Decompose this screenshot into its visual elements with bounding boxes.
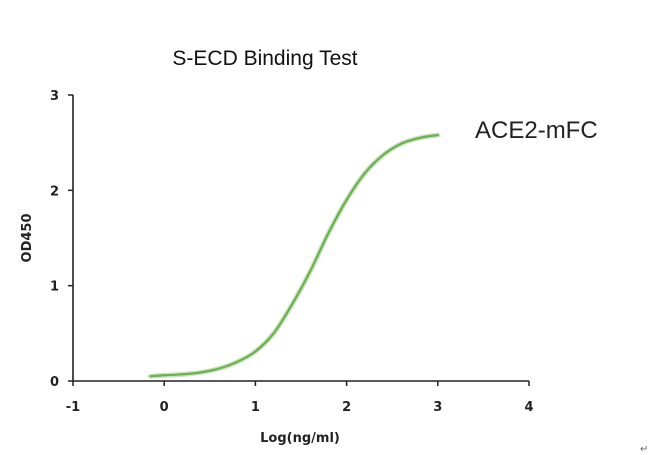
series-line [149,133,439,378]
y-tick-label: 3 [50,89,59,104]
return-mark: ↵ [640,444,648,455]
axes: 0 1 2 3 -1 0 1 2 3 4 [50,89,534,415]
x-axis-label: Log(ng/ml) [260,431,340,446]
x-tick-label: 3 [433,400,442,415]
x-tick-label: 2 [342,400,351,415]
x-tick-label: 0 [160,400,169,415]
y-tick-label: 0 [50,375,59,390]
series-group [148,132,441,379]
y-tick-label: 1 [50,280,59,295]
chart-title: S-ECD Binding Test [172,47,357,70]
y-axis-label: OD450 [20,214,35,263]
x-tick-label: 1 [251,400,260,415]
series-annotation: ACE2-mFC [475,117,598,144]
x-tick-label: 4 [524,400,533,415]
series-line-glow [148,132,441,379]
y-tick-label: 2 [50,184,59,199]
x-tick-label: -1 [66,400,80,415]
